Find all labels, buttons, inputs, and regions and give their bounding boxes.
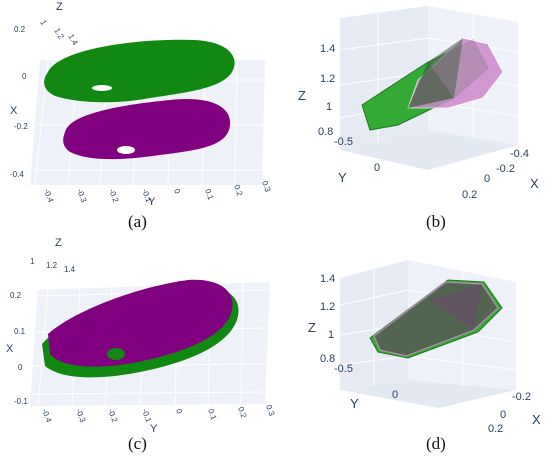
panel-a-y-tick: -0.2 [107,188,120,205]
panel-c-y-tick: -0.1 [140,408,153,425]
panel-b-plot: Z 1.4 1.2 1 0.8 -0.5 0 Y -0.4 -0.2 0 0.2… [298,6,539,201]
panel-a-purple-hole [117,146,135,154]
panel-c-purple-cloud [48,279,233,367]
panel-a-y-tick: 0.2 [232,184,244,198]
panel-b-z-label: Z [298,88,306,103]
panel-a-green-hole [92,85,112,91]
panel-d-x-label: X [532,412,541,427]
panel-a-x-tick: -0.4 [10,170,24,179]
panel-d-y-tick: 0 [392,389,398,401]
panel-b-y-tick: -0.5 [334,136,353,148]
panel-a-purple-cloud [63,99,231,160]
panel-d-plot: Z 1.4 1.2 1 0.8 -0.5 0 Y -0.2 0 0.2 X [308,260,541,435]
panel-c-y-tick: -0.2 [106,408,119,425]
panel-c-x-tick: 0 [18,363,23,372]
panel-a-z-tick: 1.2 [52,27,66,42]
panel-c-z-tick: 1.4 [64,265,76,274]
caption-d: (d) [426,434,446,453]
panel-a-y-tick: -0.4 [42,188,55,205]
panel-c-plot: Z 1 1.2 1.4 X 0.2 0.1 0 -0.1 Y -0.4 -0.3… [6,237,277,434]
panel-d-y-label: Y [350,396,359,411]
panel-b-x-tick: -0.4 [510,148,529,160]
panel-d-z-tick: 1 [328,329,334,341]
panel-b-z-tick: 0.8 [318,126,333,138]
panel-a-x-tick: 0.2 [14,25,26,34]
panel-c-y-label: Y [150,423,158,434]
panel-c-y-tick: 0.2 [236,406,248,420]
panel-c: Z 1 1.2 1.4 X 0.2 0.1 0 -0.1 Y -0.4 -0.3… [0,234,278,457]
panel-d-y-tick: -0.5 [334,363,353,375]
panel-d-z-tick: 0.8 [320,353,335,365]
panel-a-z-label: Z [56,1,63,13]
panel-b-z-tick: 1 [326,101,332,113]
panel-d-x-tick: -0.2 [512,391,531,403]
panel-a-y-label: Y [148,196,156,208]
panel-a-x-tick: 0 [22,72,27,81]
panel-b-x-tick: -0.2 [496,163,515,175]
panel-d-x-tick: 0.2 [488,423,503,435]
panel-a-y-tick: 0 [172,188,182,196]
panel-c-z-label: Z [55,237,62,249]
panel-b-x-label: X [530,176,539,191]
panel-c-y-tick: -0.3 [74,408,87,425]
panel-a: Z 1 1.2 1.4 X 0.2 0 -0.2 -0.4 Y -0.4 -0.… [0,0,275,231]
panel-a-y-tick: 0.1 [203,188,215,202]
panel-a-y-tick: -0.3 [75,188,88,205]
panel-d-z-tick: 1.4 [320,273,335,285]
caption-c: (c) [128,434,147,453]
panel-a-z-tick: 1.4 [66,33,80,48]
panel-c-x-label: X [6,343,14,355]
panel-b-y-label: Y [338,170,347,185]
panel-a-y-tick: 0.3 [260,180,272,194]
panel-b-y-tick: 0 [374,162,380,174]
panel-c-y-tick: 0.1 [206,408,218,422]
panel-b-x-tick: 0.2 [462,189,477,201]
panel-a-x-label: X [10,105,18,117]
panel-d-z-tick: 1.2 [320,301,335,313]
panel-c-x-tick: -0.1 [14,397,28,406]
panel-d: Z 1.4 1.2 1 0.8 -0.5 0 Y -0.2 0 0.2 X (d… [278,240,550,457]
panel-b-x-tick: 0 [484,173,490,185]
panel-c-z-tick: 1.2 [46,261,58,270]
panel-a-plot: Z 1 1.2 1.4 X 0.2 0 -0.2 -0.4 Y -0.4 -0.… [10,1,273,208]
panel-c-x-tick: 0.1 [14,327,26,336]
panel-b: Z 1.4 1.2 1 0.8 -0.5 0 Y -0.4 -0.2 0 0.2… [278,0,550,240]
caption-b: (b) [426,212,446,231]
panel-d-x-tick: 0 [500,409,506,421]
caption-a: (a) [128,212,147,231]
panel-a-green-cloud [44,39,235,103]
panel-b-z-tick: 1.2 [320,73,335,85]
panel-c-z-tick: 1 [30,257,35,266]
panel-c-y-tick: 0.3 [264,404,276,418]
panel-d-z-label: Z [308,320,316,335]
panel-a-z-tick: 1 [38,19,48,28]
panel-c-x-tick: 0.2 [10,291,22,300]
panel-c-y-tick: -0.4 [40,408,53,425]
panel-c-y-tick: 0 [174,408,184,416]
panel-a-x-tick: -0.2 [14,122,28,131]
panel-b-z-tick: 1.4 [320,43,335,55]
